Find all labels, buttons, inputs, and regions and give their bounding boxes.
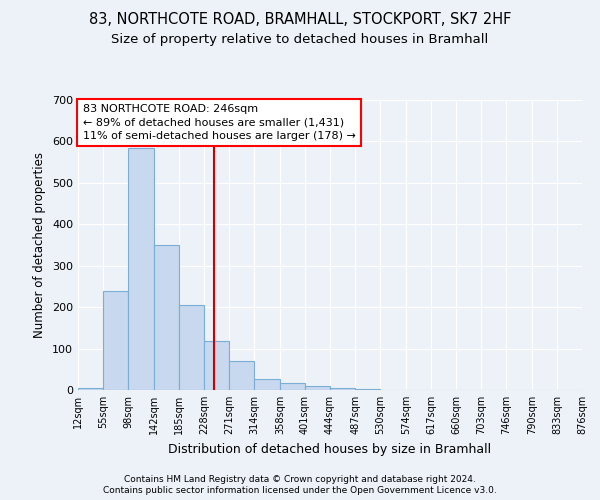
Y-axis label: Number of detached properties: Number of detached properties: [34, 152, 46, 338]
Bar: [154, 245, 179, 390]
Text: Contains HM Land Registry data © Crown copyright and database right 2024.: Contains HM Land Registry data © Crown c…: [124, 475, 476, 484]
Bar: [254, 379, 280, 390]
Bar: [330, 388, 355, 390]
Bar: [128, 148, 154, 390]
Bar: [355, 389, 380, 390]
Text: 83, NORTHCOTE ROAD, BRAMHALL, STOCKPORT, SK7 2HF: 83, NORTHCOTE ROAD, BRAMHALL, STOCKPORT,…: [89, 12, 511, 28]
Bar: [78, 388, 103, 390]
Text: 83 NORTHCOTE ROAD: 246sqm
← 89% of detached houses are smaller (1,431)
11% of se: 83 NORTHCOTE ROAD: 246sqm ← 89% of detac…: [83, 104, 356, 141]
Bar: [103, 292, 128, 390]
X-axis label: Distribution of detached houses by size in Bramhall: Distribution of detached houses by size …: [169, 442, 491, 456]
Bar: [229, 361, 254, 390]
Bar: [179, 305, 204, 390]
Bar: [280, 382, 305, 390]
Text: Contains public sector information licensed under the Open Government Licence v3: Contains public sector information licen…: [103, 486, 497, 495]
Bar: [305, 386, 330, 390]
Bar: [204, 341, 229, 390]
Text: Size of property relative to detached houses in Bramhall: Size of property relative to detached ho…: [112, 32, 488, 46]
